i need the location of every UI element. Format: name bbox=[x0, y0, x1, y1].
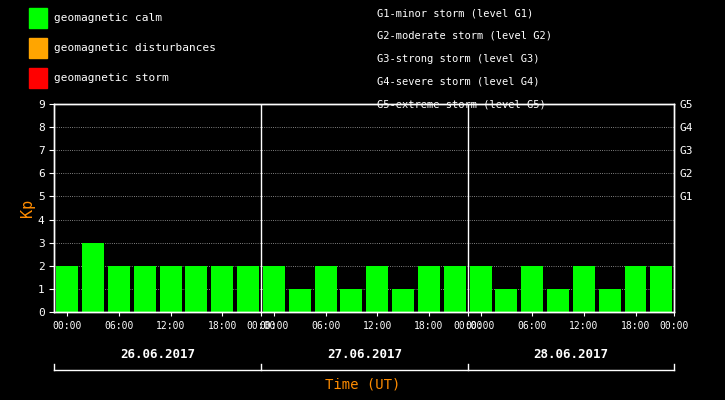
Bar bbox=[366, 266, 388, 312]
Bar bbox=[444, 266, 465, 312]
Text: G2-moderate storm (level G2): G2-moderate storm (level G2) bbox=[377, 31, 552, 41]
Text: geomagnetic disturbances: geomagnetic disturbances bbox=[54, 43, 216, 53]
Bar bbox=[108, 266, 130, 312]
Bar bbox=[57, 266, 78, 312]
Bar bbox=[547, 289, 569, 312]
Bar bbox=[186, 266, 207, 312]
Bar bbox=[315, 266, 336, 312]
Bar bbox=[211, 266, 233, 312]
Text: G4-severe storm (level G4): G4-severe storm (level G4) bbox=[377, 76, 539, 86]
Text: Time (UT): Time (UT) bbox=[325, 378, 400, 392]
Text: 28.06.2017: 28.06.2017 bbox=[534, 348, 608, 360]
Bar bbox=[470, 266, 492, 312]
Bar bbox=[392, 289, 414, 312]
Text: G3-strong storm (level G3): G3-strong storm (level G3) bbox=[377, 54, 539, 64]
Bar bbox=[495, 289, 518, 312]
Bar bbox=[573, 266, 594, 312]
Bar bbox=[237, 266, 259, 312]
Text: G5-extreme storm (level G5): G5-extreme storm (level G5) bbox=[377, 99, 546, 109]
Bar bbox=[289, 289, 311, 312]
Text: G1-minor storm (level G1): G1-minor storm (level G1) bbox=[377, 8, 534, 18]
Bar bbox=[82, 243, 104, 312]
Bar bbox=[263, 266, 285, 312]
Bar bbox=[134, 266, 156, 312]
Bar bbox=[521, 266, 543, 312]
Text: geomagnetic calm: geomagnetic calm bbox=[54, 13, 162, 23]
Bar bbox=[650, 266, 672, 312]
Text: 27.06.2017: 27.06.2017 bbox=[327, 348, 402, 360]
Text: geomagnetic storm: geomagnetic storm bbox=[54, 73, 169, 83]
Text: 26.06.2017: 26.06.2017 bbox=[120, 348, 195, 360]
Bar bbox=[160, 266, 181, 312]
Y-axis label: Kp: Kp bbox=[20, 199, 35, 217]
Bar bbox=[341, 289, 362, 312]
Bar bbox=[418, 266, 440, 312]
Bar bbox=[624, 266, 647, 312]
Bar bbox=[599, 289, 621, 312]
